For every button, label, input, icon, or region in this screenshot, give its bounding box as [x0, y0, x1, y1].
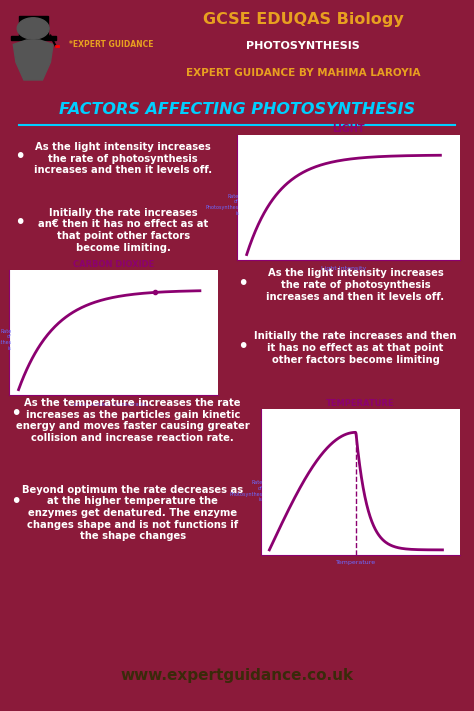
- Text: *EXPERT GUIDANCE: *EXPERT GUIDANCE: [69, 40, 154, 49]
- Text: Initially the rate increases
an€ then it has no effect as at
that point other fa: Initially the rate increases an€ then it…: [38, 208, 209, 252]
- Text: Carbon dioxide Concentration: Carbon dioxide Concentration: [70, 402, 149, 407]
- Text: Temperature: Temperature: [336, 560, 376, 565]
- Title: LIGHT: LIGHT: [332, 124, 365, 134]
- Text: Rate
of
Photosynthes
is: Rate of Photosynthes is: [206, 193, 239, 216]
- Text: www.expertguidance.co.uk: www.expertguidance.co.uk: [120, 668, 354, 683]
- Text: Beyond optimum the rate decreases as
at the higher temperature the
enzymes get d: Beyond optimum the rate decreases as at …: [22, 485, 243, 541]
- Text: Rate
of
Photosynthes
is: Rate of Photosynthes is: [0, 328, 11, 351]
- Circle shape: [17, 18, 49, 39]
- Text: •: •: [237, 337, 248, 356]
- Text: Light Intensity: Light Intensity: [321, 267, 366, 272]
- Text: As the temperature increases the rate
increases as the particles gain kinetic
en: As the temperature increases the rate in…: [16, 398, 250, 443]
- Text: As the light intensity increases
the rate of photosynthesis
increases and then i: As the light intensity increases the rat…: [266, 268, 445, 301]
- Text: Initially the rate increases and then
it has no effect as at that point
other fa: Initially the rate increases and then it…: [254, 331, 457, 365]
- Polygon shape: [10, 36, 56, 40]
- Text: Rate
of
Photosynthes
is: Rate of Photosynthes is: [229, 480, 263, 502]
- Text: •: •: [10, 492, 21, 511]
- Text: EXPERT GUIDANCE BY MAHIMA LAROYIA: EXPERT GUIDANCE BY MAHIMA LAROYIA: [186, 68, 420, 78]
- Text: •: •: [237, 274, 248, 293]
- Text: •: •: [14, 147, 26, 166]
- Text: •: •: [10, 404, 21, 423]
- Title: TEMPERATURE: TEMPERATURE: [326, 399, 394, 408]
- Polygon shape: [13, 40, 53, 80]
- Text: GCSE EDUQAS Biology: GCSE EDUQAS Biology: [203, 12, 404, 27]
- Text: PHOTOSYNTHESIS: PHOTOSYNTHESIS: [246, 41, 360, 51]
- Text: As the light intensity increases
the rate of photosynthesis
increases and then i: As the light intensity increases the rat…: [34, 142, 212, 175]
- Polygon shape: [18, 16, 48, 36]
- Title: CARBON DIOXIDE: CARBON DIOXIDE: [73, 260, 155, 269]
- Text: •: •: [14, 213, 26, 232]
- Text: FACTORS AFFECTING PHOTOSYNTHESIS: FACTORS AFFECTING PHOTOSYNTHESIS: [59, 102, 415, 117]
